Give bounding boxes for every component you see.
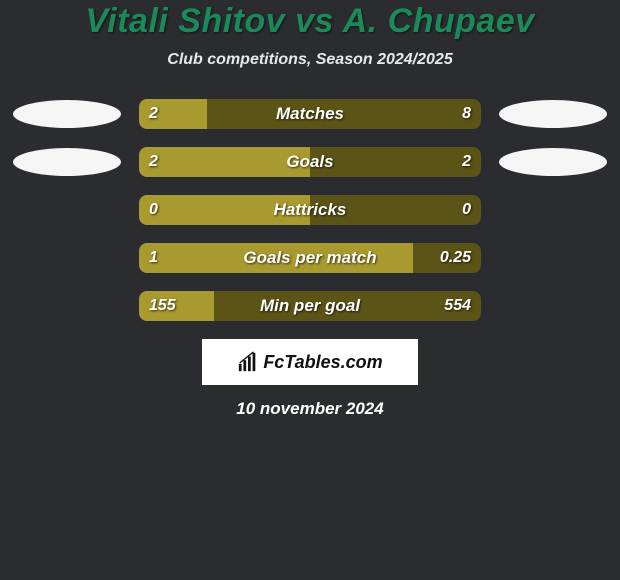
player-ellipse-right [499, 148, 607, 176]
bar-segment-right [207, 99, 481, 129]
stat-value-left: 2 [149, 153, 158, 171]
bar-segment-right [310, 147, 481, 177]
stat-bar: 2 8 Matches [139, 99, 481, 129]
stat-row: 2 8 Matches [0, 99, 620, 129]
logo-text: FcTables.com [263, 352, 382, 373]
stat-label: Min per goal [260, 296, 360, 316]
comparison-chart: Vitali Shitov vs A. Chupaev Club competi… [0, 0, 620, 419]
stat-bar: 155 554 Min per goal [139, 291, 481, 321]
page-title: Vitali Shitov vs A. Chupaev [0, 2, 620, 41]
player-ellipse-right [499, 100, 607, 128]
stat-value-left: 1 [149, 249, 158, 267]
stat-bar: 2 2 Goals [139, 147, 481, 177]
stat-label: Goals [286, 152, 333, 172]
player-ellipse-left [13, 100, 121, 128]
stat-row: 0 0 Hattricks [0, 195, 620, 225]
stat-rows: 2 8 Matches 2 2 Goals 0 0 Hattricks 1 0.25 Goals pe… [0, 99, 620, 321]
stat-bar: 0 0 Hattricks [139, 195, 481, 225]
spacer [13, 196, 121, 224]
spacer [13, 292, 121, 320]
stat-value-right: 0 [462, 201, 471, 219]
stat-value-right: 2 [462, 153, 471, 171]
bars-icon [237, 351, 259, 373]
stat-row: 155 554 Min per goal [0, 291, 620, 321]
stat-label: Hattricks [274, 200, 347, 220]
bar-segment-left [139, 147, 310, 177]
subtitle: Club competitions, Season 2024/2025 [0, 51, 620, 69]
stat-row: 1 0.25 Goals per match [0, 243, 620, 273]
spacer [499, 244, 607, 272]
stat-value-left: 155 [149, 297, 176, 315]
logo-box: FcTables.com [202, 339, 418, 385]
stat-bar: 1 0.25 Goals per match [139, 243, 481, 273]
stat-label: Goals per match [243, 248, 376, 268]
stat-row: 2 2 Goals [0, 147, 620, 177]
stat-value-left: 0 [149, 201, 158, 219]
stat-label: Matches [276, 104, 344, 124]
date-label: 10 november 2024 [0, 399, 620, 419]
stat-value-right: 554 [444, 297, 471, 315]
stat-value-left: 2 [149, 105, 158, 123]
stat-value-right: 8 [462, 105, 471, 123]
player-ellipse-left [13, 148, 121, 176]
spacer [13, 244, 121, 272]
spacer [499, 196, 607, 224]
spacer [499, 292, 607, 320]
stat-value-right: 0.25 [440, 249, 471, 267]
